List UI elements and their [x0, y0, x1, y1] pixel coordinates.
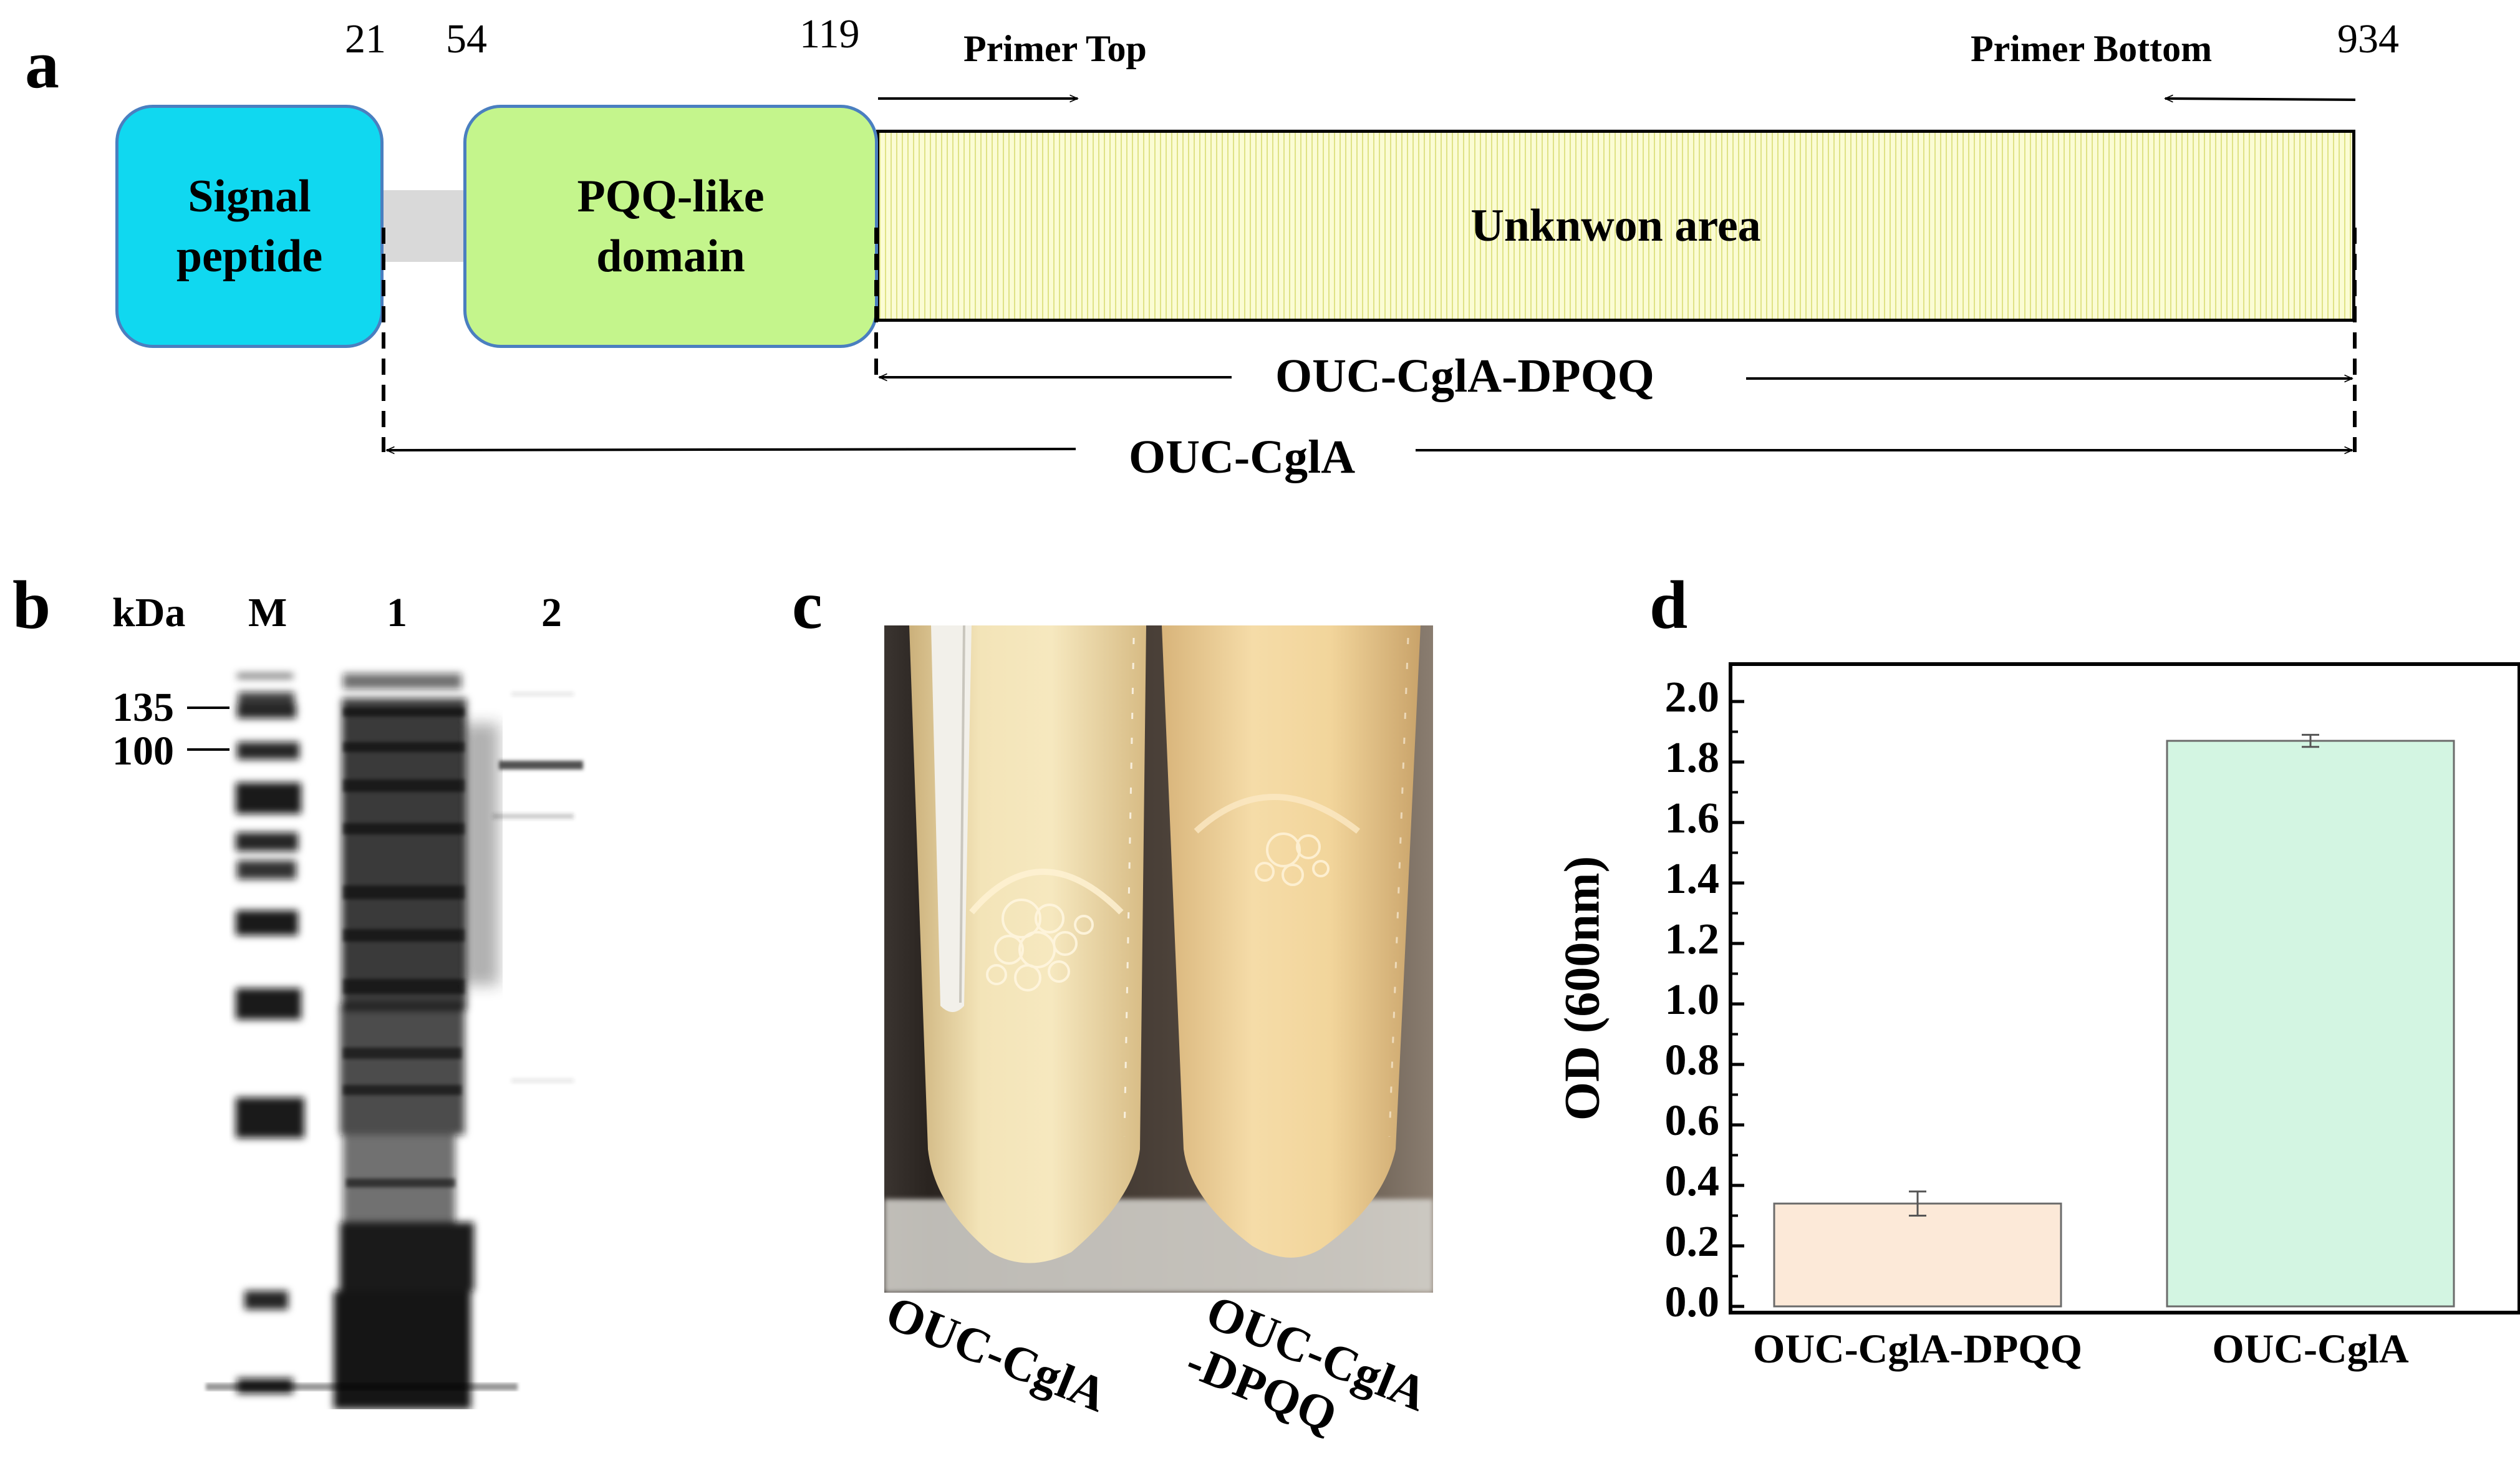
foam-right: [1255, 832, 1330, 886]
y-tick-label-3: 0.6: [1665, 1097, 1720, 1145]
tube-left: [909, 625, 1146, 1263]
y-axis-label: OD (600nm): [1555, 856, 1610, 1121]
x-tick-label-0: OUC-CglA-DPQQ: [1753, 1326, 2082, 1372]
foam-left: [986, 899, 1094, 991]
plot-frame: [1729, 662, 2520, 1314]
marker-100-label: 100: [112, 728, 174, 774]
tube-label-left-line1: OUC-CglA: [879, 1285, 1115, 1422]
panel-c-letter: c: [792, 567, 823, 643]
x-tick-label-1: OUC-CglA: [2212, 1326, 2409, 1372]
sds-page-gel: [187, 649, 748, 1409]
kda-label: kDa: [112, 590, 186, 635]
y-tick-label-1: 0.2: [1665, 1218, 1720, 1266]
pqq-domain-box: PQQ-like domain: [463, 105, 878, 348]
construct-dpqq-label: OUC-CglA-DPQQ: [1275, 350, 1654, 402]
tube-label-right: OUC-CglA -DPQQ: [1179, 1284, 1435, 1471]
position-934: 934: [2337, 16, 2399, 62]
position-119: 119: [799, 11, 860, 57]
bar-0: [1773, 1202, 2062, 1308]
lane-m: [236, 673, 304, 1394]
y-tick-label-4: 0.8: [1665, 1036, 1720, 1084]
construct-full-label: OUC-CglA: [1129, 431, 1356, 483]
y-tick-label-5: 1.0: [1665, 976, 1720, 1024]
y-tick-label-2: 0.4: [1665, 1157, 1720, 1205]
unknown-area-label: Unknwon area: [1470, 200, 1761, 251]
primer-top-label: Primer Top: [963, 28, 1147, 69]
tube-right: [1162, 625, 1421, 1258]
unknown-area-box: Unknwon area: [876, 130, 2355, 322]
culture-tubes-photo: [884, 625, 1433, 1293]
panel-d-letter: d: [1649, 567, 1688, 643]
panel-b-letter: b: [12, 567, 51, 643]
position-54: 54: [446, 16, 487, 62]
primer-bottom-arrow: [2165, 99, 2356, 100]
primer-bottom-label: Primer Bottom: [1971, 28, 2213, 69]
pqq-domain-line2: domain: [596, 231, 745, 282]
lane-2-label: 2: [541, 590, 562, 635]
tube-label-left: OUC-CglA: [879, 1285, 1115, 1422]
panel-a-letter: a: [25, 26, 59, 102]
y-tick-label-10: 2.0: [1665, 673, 1720, 721]
lane-2: [493, 692, 583, 1083]
bar-1: [2166, 740, 2455, 1308]
y-tick-label-9: 1.8: [1665, 734, 1720, 782]
signal-peptide-line2: peptide: [176, 231, 323, 282]
y-tick-label-7: 1.4: [1665, 855, 1720, 903]
od-bar-chart: 0.0 0.2 0.4 0.6 0.8 1.0 1.2 1.4 1.6 1.8 2.0 OUC-Cg…: [1555, 662, 2520, 1372]
lane-m-label: M: [248, 590, 287, 635]
panel-a-arrows: [382, 0, 2357, 499]
y-tick-label-6: 1.2: [1665, 915, 1720, 963]
lane-1-label: 1: [387, 590, 407, 635]
marker-135-label: 135: [112, 685, 174, 730]
position-21: 21: [345, 16, 386, 62]
full-arrow-left: [387, 449, 1076, 450]
y-tick-label-8: 1.6: [1665, 794, 1720, 842]
signal-peptide-box: Signal peptide: [115, 105, 384, 348]
linker-region: [384, 190, 465, 262]
signal-peptide-line1: Signal: [188, 170, 311, 222]
y-tick-label-0: 0.0: [1665, 1278, 1720, 1326]
pqq-domain-line1: PQQ-like: [577, 170, 765, 222]
